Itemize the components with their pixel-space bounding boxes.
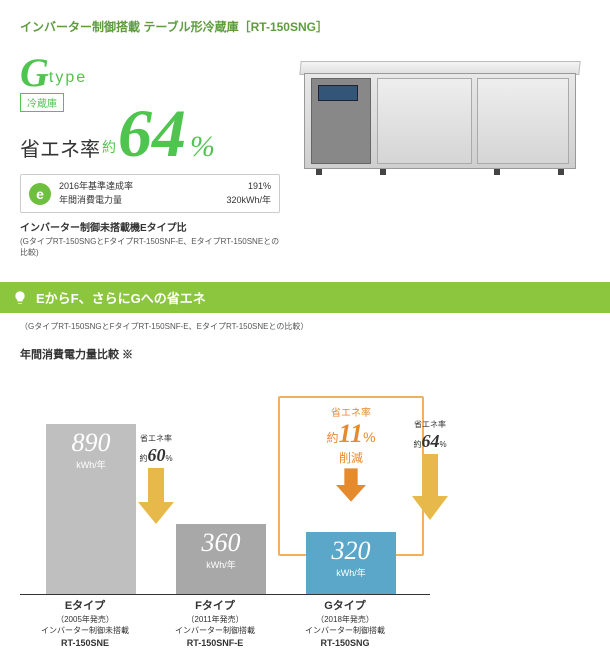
x-g-desc: インバーター制御搭載 (280, 626, 410, 637)
gtype-g: G (20, 50, 49, 95)
bar-e-unit: kWh/年 (76, 458, 106, 471)
bar-f-val: 360 (202, 530, 241, 556)
x-f-model: RT-150SNF-E (150, 637, 280, 649)
energy-value: 64 (118, 106, 186, 160)
xcol-e: Eタイプ （2005年発売） インバーター制御未搭載 RT-150SNE (20, 599, 150, 650)
info-r1-r: 191% (248, 180, 271, 194)
eco-icon: e (29, 183, 51, 205)
arrow-eg-icon (412, 454, 448, 520)
bar-g-val: 320 (332, 538, 371, 564)
xcol-f: Fタイプ （2011年発売） インバーター制御搭載 RT-150SNF-E (150, 599, 280, 650)
chart-title: 年間消費電力量比較 ※ (20, 346, 590, 362)
x-f-year: （2011年発売） (150, 615, 280, 626)
section-title: EからF、さらにGへの省エネ (36, 288, 206, 307)
x-g-year: （2018年発売） (280, 615, 410, 626)
page-title: インバーター制御搭載 テーブル形冷蔵庫［RT-150SNG］ (20, 18, 590, 35)
arrow-eg-pct: 64 (421, 431, 439, 451)
gtype-category: 冷蔵庫 (20, 93, 64, 112)
bar-e-val: 890 (72, 430, 111, 456)
gtype-badge: Gtype 冷蔵庫 (20, 55, 87, 112)
x-f-desc: インバーター制御搭載 (150, 626, 280, 637)
x-e-year: （2005年発売） (20, 615, 150, 626)
section-bar: EからF、さらにGへの省エネ (0, 282, 610, 313)
chart-baseline (20, 594, 430, 595)
arrow-eg-pctlab: % (439, 440, 446, 449)
xcol-g: Gタイプ （2018年発売） インバーター制御搭載 RT-150SNG (280, 599, 410, 650)
info-r2-l: 年間消費電力量 (59, 194, 122, 208)
info-r2-r: 320kWh/年 (226, 194, 271, 208)
bar-f-unit: kWh/年 (206, 558, 236, 571)
info-r1-l: 2016年基準達成率 (59, 180, 133, 194)
arrow-eg: 省エネ率 約64% (406, 420, 454, 520)
bulb-icon (12, 290, 28, 306)
compare-sub: (GタイプRT-150SNGとFタイプRT-150SNF-E、EタイプRT-15… (20, 236, 280, 258)
col-f: 360 kWh/年 (156, 424, 286, 594)
x-e-desc: インバーター制御未搭載 (20, 626, 150, 637)
x-e-model: RT-150SNE (20, 637, 150, 649)
callout-pre: 省エネ率 (331, 408, 371, 419)
energy-label: 省エネ率 (20, 133, 100, 162)
arrow-eg-pre: 省エネ率 (413, 420, 446, 430)
energy-approx: 約 (102, 137, 116, 157)
product-image (290, 55, 590, 175)
compare-note: インバーター制御未搭載機Eタイプ比 (20, 219, 280, 234)
bar-g: 320 kWh/年 (306, 532, 396, 594)
section-sub: （GタイプRT-150SNGとFタイプRT-150SNF-E、EタイプRT-15… (20, 321, 590, 332)
x-e-name: Eタイプ (20, 599, 150, 614)
x-axis: Eタイプ （2005年発売） インバーター制御未搭載 RT-150SNE Fタイ… (20, 599, 590, 650)
gtype-type: type (49, 69, 87, 86)
col-g: 省エネ率 約11% 削減 320 kWh/年 省エネ率 約64% (286, 424, 416, 594)
info-box: e 2016年基準達成率 191% 年間消費電力量 320kWh/年 (20, 174, 280, 213)
bar-g-unit: kWh/年 (336, 566, 366, 579)
bar-e: 890 kWh/年 (46, 424, 136, 594)
x-g-name: Gタイプ (280, 599, 410, 614)
bar-chart: 890 kWh/年 省エネ率 約60% 360 kWh/年 (20, 374, 590, 594)
energy-rate: 省エネ率 約 64 % (20, 106, 280, 164)
x-g-model: RT-150SNG (280, 637, 410, 649)
x-f-name: Fタイプ (150, 599, 280, 614)
col-e: 890 kWh/年 省エネ率 約60% (26, 424, 156, 594)
bar-f: 360 kWh/年 (176, 524, 266, 594)
hero-section: Gtype 冷蔵庫 省エネ率 約 64 % e 2016年基準達成率 191% 年… (20, 55, 590, 258)
energy-pct: % (190, 130, 215, 164)
